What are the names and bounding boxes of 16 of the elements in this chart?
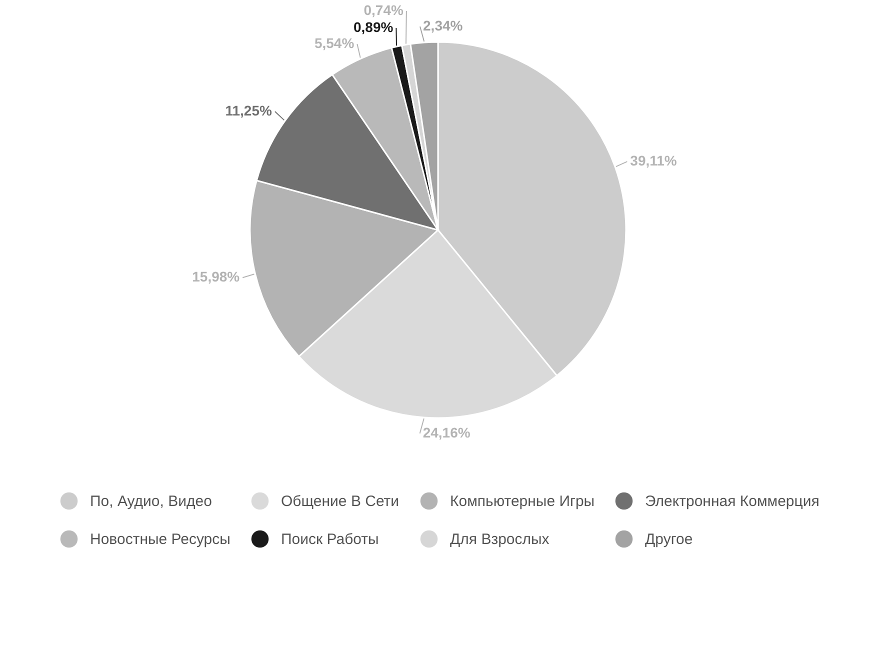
legend-label: Компьютерные Игры <box>450 493 595 510</box>
data-label: 0,74% <box>364 2 404 18</box>
legend-label: Другое <box>645 531 693 548</box>
data-label: 15,98% <box>192 268 240 285</box>
legend-label: Для Взрослых <box>450 531 550 548</box>
legend-label: Новостные Ресурсы <box>90 531 230 548</box>
data-label: 11,25% <box>225 102 273 118</box>
data-label: 24,16% <box>422 424 471 440</box>
legend-label: Поиск Работы <box>281 531 379 548</box>
data-label: 5,54% <box>314 35 355 52</box>
legend-label: Общение В Сети <box>281 493 400 510</box>
data-label: 0,89% <box>353 18 394 35</box>
data-label: 39,11% <box>630 152 678 169</box>
legend-label: Электронная Коммерция <box>645 493 820 510</box>
legend-label: По, Аудио, Видео <box>90 493 212 510</box>
data-label: 2,34% <box>423 18 464 34</box>
